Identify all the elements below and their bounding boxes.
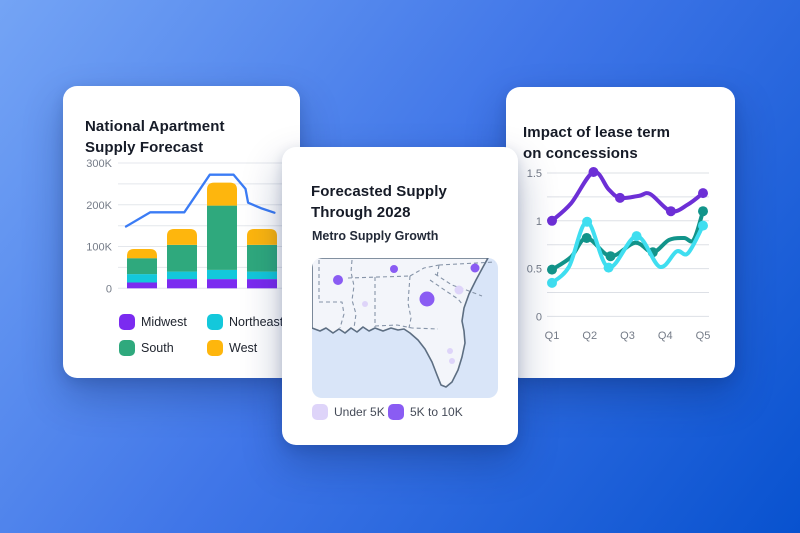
map-state-borders	[318, 259, 496, 330]
map-dot-under_5k	[447, 348, 453, 354]
legend-item-northeast: Northeast	[207, 314, 283, 330]
legend-item-south: South	[119, 340, 207, 356]
map-dot-5k_to_10k	[470, 263, 480, 273]
card-forecast-map: Forecasted Supply Through 2028 Metro Sup…	[282, 147, 518, 445]
south-swatch	[119, 340, 135, 356]
card-lease-concessions: Impact of lease term on concessions 1.5 1…	[506, 87, 735, 378]
west-swatch	[207, 340, 223, 356]
under-5k-label: Under 5K	[334, 405, 385, 419]
map-dot-5k_to_10k	[390, 265, 398, 273]
midwest-label: Midwest	[141, 315, 187, 329]
supply-forecast-title-line1: National Apartment	[85, 118, 225, 136]
bar-segment-south	[207, 205, 237, 270]
marker-purple	[547, 215, 557, 226]
y-tick-label: 300K	[86, 158, 112, 170]
lease-concessions-title: Impact of lease term on concessions	[523, 123, 670, 164]
card-supply-forecast: National Apartment Supply Forecast 300K 2…	[63, 86, 300, 378]
x-tick-label: Q1	[545, 330, 560, 342]
marker-purple	[665, 206, 676, 217]
marker-teal	[605, 251, 616, 262]
bar-segment-west	[247, 229, 277, 245]
south-label: South	[141, 341, 174, 355]
midwest-swatch	[119, 314, 135, 330]
y-tick-label: 1.5	[527, 168, 542, 180]
forecast-map-title-line1: Forecasted Supply	[311, 183, 447, 201]
trend-line	[124, 173, 276, 228]
x-tick-label: Q3	[620, 330, 635, 342]
bar-segment-northeast	[167, 271, 197, 280]
bar-segment-northeast	[247, 271, 277, 280]
marker-cyan	[547, 277, 557, 288]
southeast-us-map	[312, 258, 498, 398]
marker-teal	[698, 206, 708, 217]
lease-concessions-title-line2: on concessions	[523, 144, 638, 162]
y-tick-label: 0	[106, 283, 112, 295]
map-dot-5k_to_10k	[333, 275, 343, 285]
bar-segment-south	[127, 258, 157, 275]
northeast-swatch	[207, 314, 223, 330]
y-tick-label: 0.5	[527, 264, 542, 276]
supply-chart: 300K 200K 100K 0	[86, 158, 293, 295]
map-dot-5k_to_10k	[419, 291, 435, 307]
map-dot-under_5k	[449, 358, 455, 364]
map-metro-dots	[333, 263, 480, 364]
map-dot-under_5k	[362, 301, 368, 307]
marker-teal	[581, 233, 592, 243]
marker-teal	[547, 264, 557, 275]
bar-segment-west	[167, 229, 197, 245]
supply-legend: Midwest Northeast South West	[119, 314, 283, 356]
metro-supply-growth-subtitle: Metro Supply Growth	[312, 229, 439, 243]
legend-item-midwest: Midwest	[119, 314, 207, 330]
forecast-map-title: Forecasted Supply Through 2028	[311, 182, 447, 223]
map-legend: Under 5K 5K to 10K	[312, 404, 463, 420]
bar-segment-midwest	[247, 279, 277, 289]
map-dot-under_5k	[454, 285, 464, 295]
bar-segment-south	[167, 244, 197, 272]
legend-item-west: West	[207, 340, 283, 356]
marker-cyan	[603, 262, 614, 273]
5k-to-10k-label: 5K to 10K	[410, 405, 463, 419]
supply-forecast-title-line2: Supply Forecast	[85, 138, 204, 156]
northeast-label: Northeast	[229, 315, 284, 329]
line-teal	[550, 209, 705, 272]
line-cyan	[550, 219, 705, 285]
legend-item-5k-to-10k: 5K to 10K	[388, 404, 463, 420]
marker-cyan	[698, 220, 708, 231]
y-tick-label: 1	[536, 216, 542, 228]
lease-concessions-title-line1: Impact of lease term	[523, 124, 671, 142]
legend-item-under-5k: Under 5K	[312, 404, 388, 420]
concessions-chart: 1.5 1 0.5 0Q1 Q2 Q3 Q4 Q5	[527, 167, 711, 342]
supply-forecast-title: National Apartment Supply Forecast	[85, 117, 225, 158]
y-tick-label: 100K	[86, 242, 112, 254]
bar-segment-south	[247, 244, 277, 272]
5k-to-10k-swatch	[388, 404, 404, 420]
bar-segment-midwest	[127, 282, 157, 289]
x-tick-label: Q5	[696, 330, 711, 342]
marker-purple	[698, 188, 708, 199]
forecast-map-title-line2: Through 2028	[311, 203, 411, 221]
marker-purple	[588, 167, 599, 177]
x-tick-label: Q2	[582, 330, 597, 342]
bar-segment-northeast	[127, 274, 157, 283]
under-5k-swatch	[312, 404, 328, 420]
bar-segment-west	[207, 182, 237, 206]
bar-segment-west	[127, 249, 157, 259]
y-tick-label: 200K	[86, 200, 112, 212]
bar-segment-midwest	[167, 279, 197, 289]
line-purple	[550, 169, 705, 223]
bar-segment-northeast	[207, 269, 237, 280]
bar-segment-midwest	[207, 279, 237, 289]
marker-purple	[615, 192, 625, 203]
x-tick-label: Q4	[658, 330, 673, 342]
marker-cyan	[631, 231, 642, 242]
marker-cyan	[582, 216, 593, 227]
west-label: West	[229, 341, 258, 355]
y-tick-label: 0	[536, 311, 542, 323]
